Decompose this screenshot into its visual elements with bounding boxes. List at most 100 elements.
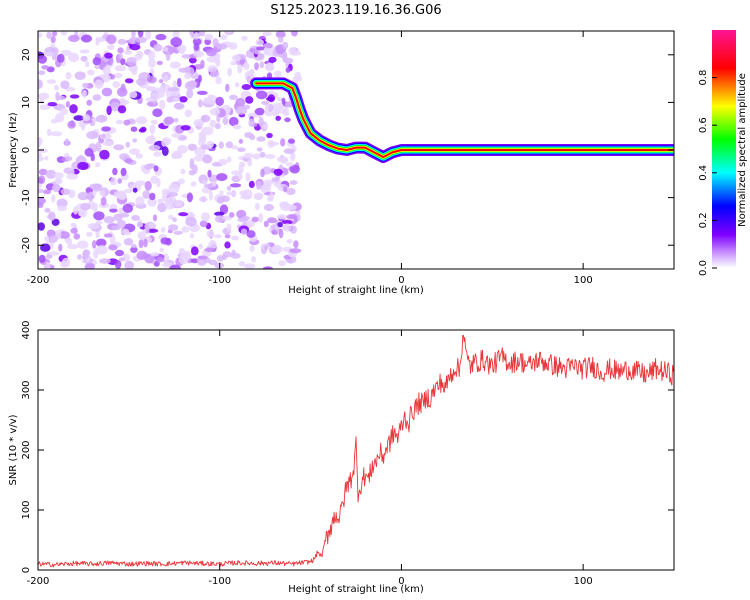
noise-blob <box>136 116 147 125</box>
noise-blob <box>283 148 295 155</box>
snr-ticks: -200 -100 0 100 0 100 200 300 400 <box>21 320 674 587</box>
noise-blob <box>222 116 229 126</box>
noise-blob <box>203 183 214 189</box>
colorbar-tick-label: 0.0 <box>698 260 709 276</box>
noise-blob <box>249 70 254 79</box>
noise-blob <box>145 31 152 40</box>
noise-blob <box>288 138 295 144</box>
noise-blob <box>131 65 138 76</box>
noise-blob <box>262 42 273 49</box>
noise-blob <box>159 79 163 84</box>
noise-blob <box>216 115 221 123</box>
noise-blob <box>238 261 246 267</box>
noise-blob <box>254 203 260 211</box>
noise-blob <box>275 115 282 121</box>
noise-blob <box>238 138 243 144</box>
noise-blob <box>59 107 69 116</box>
noise-blob <box>253 192 264 199</box>
noise-blob <box>239 190 248 196</box>
noise-blob <box>262 266 274 269</box>
noise-blob <box>147 86 154 92</box>
spectrogram-xlabel: Height of straight line (km) <box>288 285 424 296</box>
noise-blob <box>193 64 204 70</box>
noise-blob <box>129 91 138 99</box>
noise-blob <box>44 51 55 56</box>
noise-blob <box>200 114 211 123</box>
noise-blob <box>206 230 215 238</box>
noise-blob <box>271 229 278 235</box>
noise-blob <box>45 254 53 259</box>
noise-blob <box>123 189 133 194</box>
noise-blob <box>275 31 286 38</box>
noise-blob <box>178 212 189 217</box>
noise-blob <box>289 151 296 162</box>
snr-series-line <box>38 334 674 568</box>
noise-blob <box>104 52 113 59</box>
noise-blob <box>77 161 89 171</box>
noise-blob <box>168 192 178 197</box>
noise-blob <box>112 167 118 176</box>
noise-blob <box>295 210 301 216</box>
noise-blob <box>53 84 60 91</box>
noise-blob <box>289 248 302 254</box>
noise-blob <box>38 79 43 89</box>
noise-blob <box>209 119 217 128</box>
noise-blob <box>235 106 248 115</box>
noise-blob <box>54 178 63 185</box>
noise-blob <box>69 167 75 176</box>
noise-blob <box>132 138 138 143</box>
noise-blob <box>110 177 117 186</box>
noise-blob <box>101 87 113 97</box>
noise-blob <box>228 116 239 127</box>
noise-blob <box>215 57 221 67</box>
noise-blob <box>289 180 298 186</box>
noise-blob <box>129 43 141 51</box>
colorbar-tick-label: 0.4 <box>698 165 709 181</box>
noise-blob <box>159 99 166 110</box>
noise-blob <box>150 252 160 257</box>
noise-blob <box>289 164 300 174</box>
noise-blob <box>152 214 158 222</box>
noise-blob <box>106 105 112 116</box>
spectrogram-noise <box>38 31 303 269</box>
noise-blob <box>258 213 264 223</box>
noise-blob <box>224 241 231 249</box>
noise-blob <box>186 192 193 203</box>
noise-blob <box>135 36 147 44</box>
noise-blob <box>198 243 203 250</box>
noise-blob <box>64 138 69 146</box>
noise-blob <box>44 208 51 213</box>
noise-blob <box>51 194 56 203</box>
noise-blob <box>84 60 90 68</box>
noise-blob <box>99 190 106 196</box>
noise-blob <box>204 33 214 41</box>
noise-blob <box>61 257 71 268</box>
noise-blob <box>241 35 248 41</box>
noise-blob <box>95 245 108 255</box>
x-tick-label: -200 <box>27 275 50 286</box>
noise-blob <box>146 228 159 233</box>
noise-blob <box>120 167 127 177</box>
noise-blob <box>144 163 153 170</box>
noise-blob <box>190 246 199 256</box>
noise-blob <box>119 191 127 200</box>
noise-blob <box>216 173 228 182</box>
noise-blob <box>199 31 206 37</box>
noise-blob <box>159 247 164 253</box>
noise-blob <box>248 118 255 128</box>
noise-blob <box>226 156 232 163</box>
noise-blob <box>248 180 255 188</box>
noise-blob <box>119 153 130 161</box>
noise-blob <box>169 61 181 69</box>
noise-blob <box>243 263 256 269</box>
noise-blob <box>164 199 176 210</box>
noise-blob <box>256 136 266 142</box>
noise-blob <box>168 214 174 220</box>
noise-blob <box>93 248 99 259</box>
noise-blob <box>193 119 204 127</box>
noise-blob <box>243 62 250 71</box>
noise-blob <box>162 74 169 83</box>
noise-blob <box>72 206 79 215</box>
noise-blob <box>55 95 66 100</box>
